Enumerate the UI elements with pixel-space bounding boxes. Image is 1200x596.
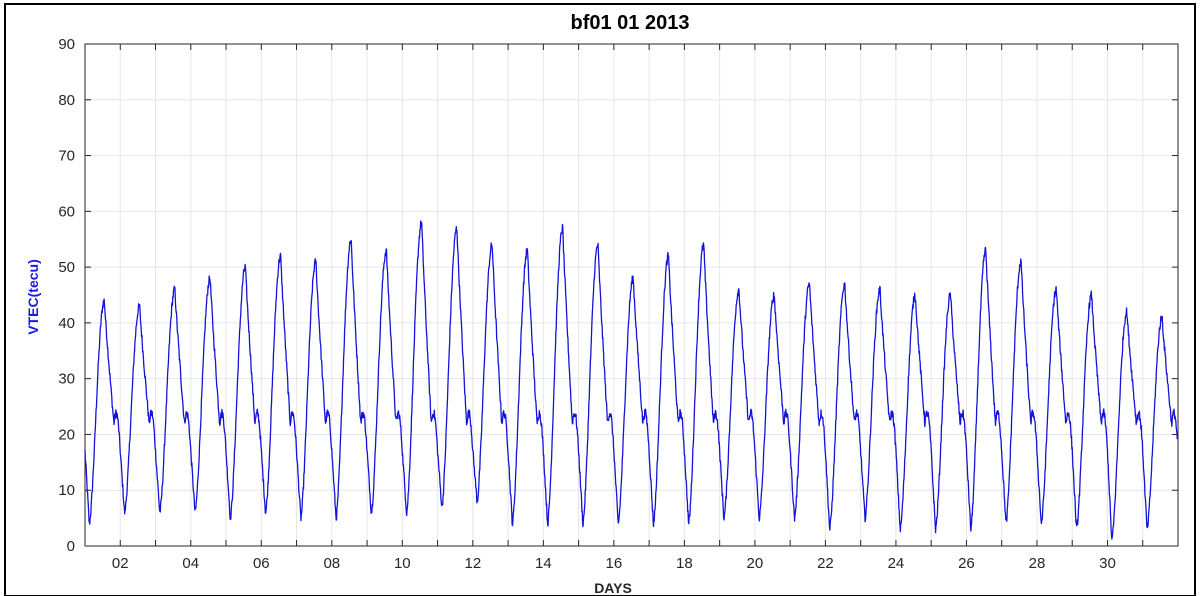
x-tick-label: 18	[676, 555, 693, 572]
x-axis-label: DAYS	[594, 580, 632, 596]
y-tick-label: 50	[58, 259, 75, 276]
x-tick-label: 28	[1029, 555, 1046, 572]
axes-box	[84, 43, 1179, 547]
x-tick-label: 16	[606, 555, 623, 572]
x-tick-label: 22	[817, 555, 834, 572]
series-line-vtec	[84, 220, 1178, 540]
y-tick-label: 30	[58, 371, 75, 388]
y-axis-label: VTEC(tecu)	[25, 259, 41, 334]
x-tick-label: 10	[394, 555, 411, 572]
y-tick-label: 40	[58, 315, 75, 332]
series-layer	[84, 220, 1178, 540]
x-tick-label: 02	[112, 555, 129, 572]
y-tick-label: 10	[58, 482, 75, 499]
chart-title: bf01 01 2013	[571, 12, 690, 34]
x-tick-label: 30	[1099, 555, 1116, 572]
y-tick-label: 60	[58, 203, 75, 220]
y-tick-label: 20	[58, 426, 75, 443]
x-tick-label: 14	[535, 555, 552, 572]
x-tick-label: 06	[253, 555, 270, 572]
plot-area	[85, 44, 1178, 546]
x-tick-label: 24	[888, 555, 905, 572]
x-tick-label: 26	[958, 555, 975, 572]
y-tick-label: 70	[58, 148, 75, 165]
outer-border	[4, 3, 1196, 596]
y-tick-label: 80	[58, 92, 75, 109]
y-tick-label: 90	[58, 36, 75, 53]
x-tick-label: 20	[747, 555, 764, 572]
axes: 0 10 20 30 40 50 60 70 80 90 02 04 06 08 10 12 14 16 18 20 2…	[58, 36, 1179, 572]
x-tick-label: 12	[464, 555, 481, 572]
grid	[85, 43, 1178, 547]
y-tick-label: 0	[67, 538, 75, 555]
x-tick-label: 08	[323, 555, 340, 572]
x-tick-label: 04	[182, 555, 199, 572]
